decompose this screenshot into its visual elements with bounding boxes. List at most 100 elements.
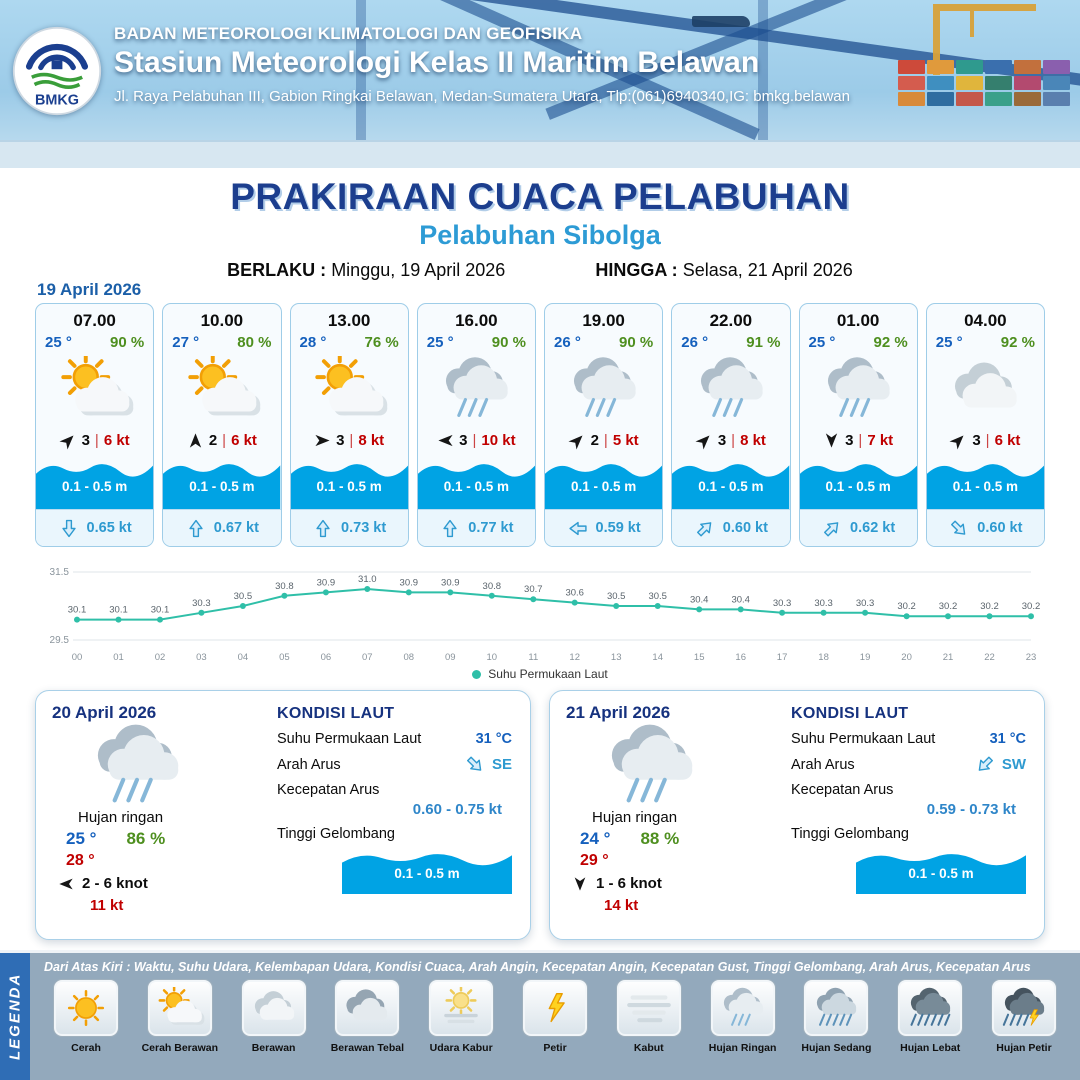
wind-direction-arrow-icon <box>56 428 80 452</box>
gust-value: 7 kt <box>867 431 894 449</box>
gust-value: 8 kt <box>740 431 766 449</box>
hourly-forecast-card: 16.00 25 ° 90 % 3 | 10 kt 0.1 - 0.5 m 0.… <box>416 303 536 547</box>
card-wind-row: 3 | 6 kt <box>927 427 1044 453</box>
bmkg-logo-text: BMKG <box>35 92 79 108</box>
legend-item-label: Cerah Berawan <box>141 1042 219 1054</box>
sst-line-chart: 29.5 31.5 30.1 00 30.1 01 30.1 02 30.3 03 30.5 04 30… <box>35 556 1045 666</box>
wave-height-row: Tinggi Gelombang <box>277 826 512 842</box>
ship-art <box>692 16 750 27</box>
svg-text:30.1: 30.1 <box>68 605 87 616</box>
wave-height-band: 0.1 - 0.5 m <box>163 455 281 509</box>
legend-weather-icon <box>240 979 307 1037</box>
chart-legend-label: Suhu Permukaan Laut <box>488 667 608 681</box>
legend-item: Petir <box>511 979 599 1076</box>
current-speed-value: 0.73 kt <box>341 520 387 536</box>
hourly-forecast-card: 13.00 28 ° 76 % 3 | 8 kt 0.1 - 0.5 m 0.7… <box>289 303 409 547</box>
current-speed-value: 0.59 - 0.73 kt <box>926 801 1016 818</box>
daily-temp-row: 25 ° 86 % <box>66 829 267 849</box>
wind-direction-arrow-icon <box>823 432 840 449</box>
ground-art <box>0 140 1080 168</box>
daily-temp-min: 25 ° <box>66 829 97 848</box>
card-time: 13.00 <box>327 311 371 330</box>
card-time: 07.00 <box>73 311 116 330</box>
card-humidity: 91 % <box>746 334 781 351</box>
card-current-row: 0.77 kt <box>417 509 535 546</box>
daily-gust: 14 kt <box>604 897 639 914</box>
svg-text:17: 17 <box>777 652 788 663</box>
svg-text:12: 12 <box>569 652 580 663</box>
daily-humidity: 86 % <box>126 829 166 848</box>
wave-height-value: 0.1 - 0.5 m <box>698 479 764 494</box>
legend-item-label: Petir <box>543 1042 567 1054</box>
hingga-label: HINGGA : <box>595 260 678 280</box>
current-speed-value: 0.60 kt <box>977 520 1023 536</box>
weather-icon <box>672 351 789 427</box>
bmkg-logo-icon: BMKG <box>12 26 102 116</box>
card-temperature: 27 ° <box>172 334 200 351</box>
weather-icon <box>927 351 1044 427</box>
svg-text:09: 09 <box>445 652 456 663</box>
wind-speed-value: 3 <box>459 431 468 449</box>
sst-value: 31 °C <box>989 731 1026 747</box>
card-temperature: 28 ° <box>299 334 327 351</box>
wave-height-value: 0.1 - 0.5 m <box>189 479 255 494</box>
svg-text:23: 23 <box>1026 652 1037 663</box>
daily-wind-range: 1 - 6 knot <box>596 875 662 892</box>
gust-value: 8 kt <box>358 431 385 449</box>
wave-graphic <box>672 455 790 509</box>
current-speed-value: 0.60 kt <box>722 520 768 536</box>
svg-text:18: 18 <box>818 652 829 663</box>
svg-text:30.8: 30.8 <box>483 581 502 592</box>
daily-wind-row: 1 - 6 knot <box>572 875 781 892</box>
current-speed-value: 0.60 - 0.75 kt <box>412 801 502 818</box>
daily-wind-range: 2 - 6 knot <box>82 875 148 892</box>
card-humidity: 90 % <box>110 334 145 351</box>
current-direction-arrow-icon <box>818 514 847 543</box>
legend-item: Hujan Petir <box>980 979 1068 1076</box>
wave-height-band: 0.1 - 0.5 m <box>417 455 535 509</box>
wave-graphic <box>290 455 408 509</box>
card-temperature: 25 ° <box>935 334 963 351</box>
daily-weather-icon <box>78 723 196 809</box>
wind-speed-value: 3 <box>845 431 854 449</box>
svg-text:30.5: 30.5 <box>234 591 253 602</box>
svg-text:19: 19 <box>860 652 871 663</box>
current-direction-arrow-icon <box>970 750 999 779</box>
divider: | <box>222 431 227 449</box>
crane-art <box>933 4 1036 75</box>
chart-legend: Suhu Permukaan Laut <box>35 667 1045 681</box>
daily-wave-value: 0.1 - 0.5 m <box>908 866 974 881</box>
current-direction-row: Arah Arus SW <box>791 755 1026 774</box>
daily-temp-row: 24 ° 88 % <box>580 829 781 849</box>
svg-text:30.2: 30.2 <box>897 601 916 612</box>
wind-speed-value: 2 <box>208 431 218 449</box>
daily-date: 21 April 2026 <box>566 703 671 722</box>
gust-value: 6 kt <box>103 431 130 449</box>
card-wind-row: 3 | 8 kt <box>672 427 789 453</box>
svg-text:30.3: 30.3 <box>773 598 792 609</box>
legend-item: Hujan Ringan <box>699 979 787 1076</box>
current-speed-row: Kecepatan Arus <box>277 782 512 798</box>
card-wind-row: 2 | 6 kt <box>163 427 280 453</box>
card-temp-humidity-row: 26 ° 90 % <box>545 331 662 351</box>
svg-text:30.4: 30.4 <box>690 594 709 605</box>
svg-text:30.9: 30.9 <box>317 577 336 588</box>
card-humidity: 92 % <box>1000 334 1035 351</box>
card-temperature: 26 ° <box>554 334 581 351</box>
wind-direction-arrow-icon <box>947 428 971 452</box>
card-current-row: 0.59 kt <box>545 509 663 546</box>
legend-item: Berawan Tebal <box>323 979 411 1076</box>
wave-height-label: Tinggi Gelombang <box>791 826 909 842</box>
wave-graphic <box>799 455 917 509</box>
card-time: 19.00 <box>582 311 625 330</box>
card-current-row: 0.67 kt <box>163 509 281 546</box>
legend-item: Berawan <box>230 979 318 1076</box>
container-block <box>1043 60 1070 74</box>
card-wind-row: 3 | 7 kt <box>800 427 917 453</box>
daily-cards-row: 20 April 2026 Hujan ringan 25 ° 86 % 28 … <box>35 690 1045 940</box>
wave-height-band: 0.1 - 0.5 m <box>36 455 154 509</box>
svg-text:30.9: 30.9 <box>400 577 419 588</box>
svg-text:21: 21 <box>943 652 954 663</box>
svg-text:30.8: 30.8 <box>275 581 294 592</box>
sst-label: Suhu Permukaan Laut <box>791 731 936 747</box>
